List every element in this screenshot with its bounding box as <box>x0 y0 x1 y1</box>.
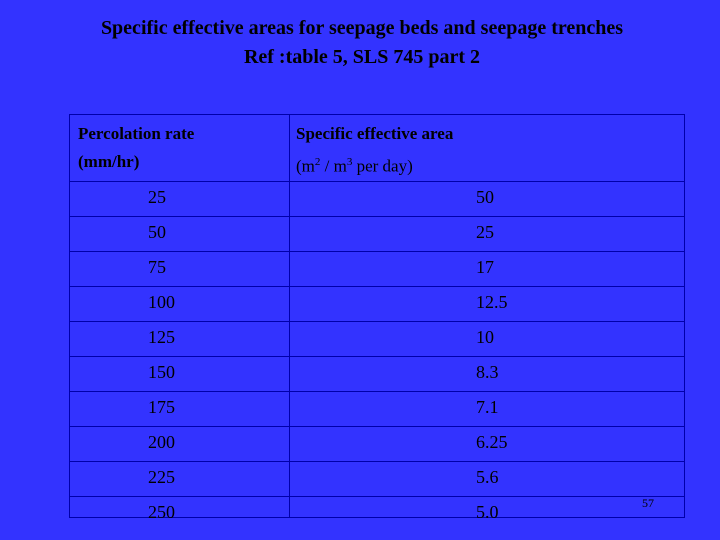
unit-mid: / m <box>320 156 347 176</box>
rate-cell: 225 <box>69 460 289 497</box>
table-row: 250 5.0 <box>69 495 685 531</box>
area-cell: 17 <box>289 250 685 287</box>
unit-sup-squared: 2 <box>314 156 321 168</box>
title-line-1: Specific effective areas for seepage bed… <box>100 17 624 39</box>
column-divider <box>289 114 290 518</box>
table-row: 50 25 <box>69 215 685 252</box>
header-percolation-rate-unit: (mm/hr) <box>78 152 140 171</box>
rate-cell: 50 <box>69 215 289 252</box>
unit-sup-cubed: 3 <box>346 156 353 168</box>
table-row: 125 10 <box>69 320 685 357</box>
rate-cell: 25 <box>148 186 166 207</box>
table-row: 175 7.1 <box>69 390 685 427</box>
header-percolation-rate: Percolation rate (mm/hr) <box>69 114 289 182</box>
table-row: 200 6.25 <box>69 425 685 462</box>
rate-cell: 250 <box>69 495 289 531</box>
rate-cell: 100 <box>69 285 289 322</box>
header-specific-area-label: Specific effective area <box>296 124 454 143</box>
title-line-2: Ref :table 5, SLS 745 part 2 <box>243 46 481 68</box>
header-specific-area-unit: (m2 / m3 per day) <box>296 148 685 181</box>
table-header-row: Percolation rate (mm/hr) Specific effect… <box>69 114 685 182</box>
seepage-area-table: Percolation rate (mm/hr) Specific effect… <box>69 114 685 531</box>
table-row: 150 8.3 <box>69 355 685 392</box>
table-row: 25 50 <box>69 181 685 216</box>
slide-title: Specific effective areas for seepage bed… <box>0 14 720 72</box>
unit-suffix: per day) <box>352 156 413 176</box>
area-cell: 25 <box>289 215 685 252</box>
area-cell: 5.0 <box>289 495 685 531</box>
header-specific-area: Specific effective area (m2 / m3 per day… <box>289 114 685 182</box>
page-number: 57 <box>642 496 654 510</box>
rate-cell: 200 <box>69 425 289 462</box>
header-percolation-rate-label: Percolation rate <box>78 124 195 143</box>
area-cell: 50 <box>476 186 494 207</box>
unit-prefix: (m <box>296 156 315 176</box>
area-cell: 5.6 <box>289 460 685 497</box>
area-cell: 7.1 <box>289 390 685 427</box>
table-row: 100 12.5 <box>69 285 685 322</box>
rate-cell: 150 <box>69 355 289 392</box>
area-cell: 10 <box>289 320 685 357</box>
area-cell: 12.5 <box>289 285 685 322</box>
area-cell: 6.25 <box>289 425 685 462</box>
table-row: 225 5.6 <box>69 460 685 497</box>
rate-cell: 175 <box>69 390 289 427</box>
table-row: 75 17 <box>69 250 685 287</box>
area-cell: 8.3 <box>289 355 685 392</box>
rate-cell: 125 <box>69 320 289 357</box>
rate-cell: 75 <box>69 250 289 287</box>
